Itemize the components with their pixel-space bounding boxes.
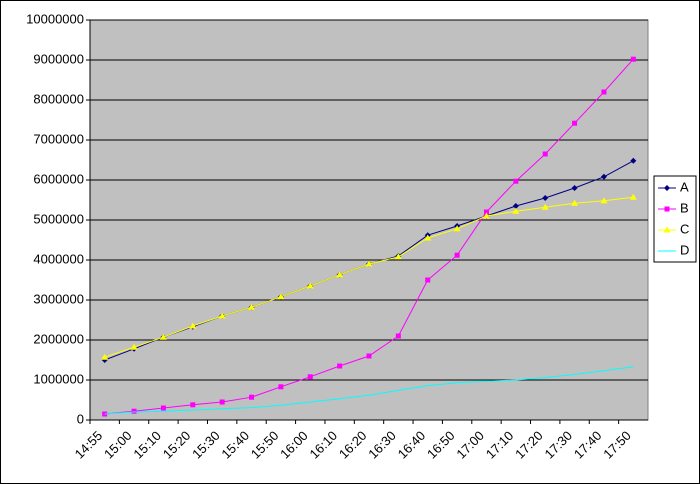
data-point bbox=[218, 312, 226, 319]
data-point bbox=[482, 212, 490, 219]
legend-marker bbox=[664, 185, 670, 191]
data-point bbox=[159, 333, 167, 340]
data-point bbox=[512, 207, 520, 214]
legend-label: A bbox=[680, 179, 689, 194]
data-point bbox=[336, 271, 344, 278]
data-point bbox=[394, 253, 402, 260]
y-tick-label: 3000000 bbox=[33, 291, 84, 306]
y-tick-label: 10000000 bbox=[26, 11, 84, 26]
data-point bbox=[160, 405, 166, 411]
data-point bbox=[395, 333, 401, 339]
data-point bbox=[454, 252, 460, 258]
data-point bbox=[131, 408, 137, 414]
data-point bbox=[542, 195, 549, 201]
y-tick-label: 1000000 bbox=[33, 371, 84, 386]
y-tick-label: 0 bbox=[77, 411, 84, 426]
data-point bbox=[248, 303, 256, 310]
y-tick-label: 5000000 bbox=[33, 211, 84, 226]
data-point bbox=[189, 322, 197, 329]
legend-marker bbox=[663, 226, 671, 233]
y-tick-label: 8000000 bbox=[33, 91, 84, 106]
legend-box bbox=[653, 175, 697, 263]
data-point bbox=[249, 394, 255, 400]
data-point bbox=[513, 178, 519, 184]
data-point bbox=[630, 56, 636, 62]
data-point bbox=[542, 151, 548, 157]
data-point bbox=[600, 197, 608, 204]
data-point bbox=[190, 402, 196, 408]
data-point bbox=[424, 234, 432, 241]
data-point bbox=[425, 277, 431, 283]
data-point bbox=[541, 203, 549, 210]
data-point bbox=[483, 209, 489, 215]
y-tick-label: 9000000 bbox=[33, 51, 84, 66]
y-tick-label: 6000000 bbox=[33, 171, 84, 186]
data-point bbox=[600, 173, 607, 180]
data-point bbox=[219, 399, 225, 405]
data-point bbox=[571, 185, 578, 191]
data-point bbox=[512, 203, 519, 209]
data-point bbox=[571, 199, 579, 206]
legend-label: D bbox=[680, 242, 689, 257]
data-point bbox=[453, 225, 461, 232]
data-point bbox=[366, 353, 372, 359]
y-tick-label: 4000000 bbox=[33, 251, 84, 266]
y-tick-label: 7000000 bbox=[33, 131, 84, 146]
data-point bbox=[630, 157, 637, 164]
data-point bbox=[278, 384, 284, 390]
y-tick-label: 2000000 bbox=[33, 331, 84, 346]
legend-label: B bbox=[680, 200, 689, 215]
data-point bbox=[307, 374, 313, 380]
legend-label: C bbox=[680, 221, 689, 236]
data-point bbox=[601, 89, 607, 95]
data-point bbox=[572, 120, 578, 126]
data-point bbox=[365, 260, 373, 267]
data-point bbox=[130, 343, 138, 350]
data-point bbox=[277, 293, 285, 300]
data-point bbox=[306, 282, 314, 289]
data-point bbox=[629, 193, 637, 200]
data-point bbox=[101, 353, 109, 360]
data-point bbox=[337, 363, 343, 369]
legend-marker bbox=[664, 206, 670, 212]
